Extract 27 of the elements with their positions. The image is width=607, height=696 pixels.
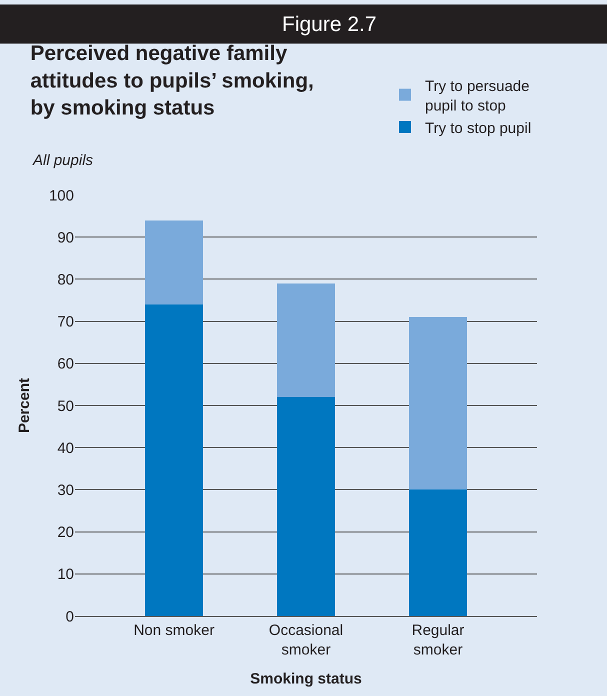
bar [276,283,336,398]
x-tick-label: Non smoker [134,622,214,639]
bar [408,490,468,616]
y-tick-label: 0 [66,608,74,626]
bar [408,317,468,490]
y-tick-label: 100 [48,187,74,204]
chart-title: Perceived negative family attitudes to pupils’ smoking, by smoking status [30,42,314,120]
y-tick-label: 60 [57,356,74,373]
y-tick-label: 10 [57,566,74,584]
bar [144,220,204,304]
legend-label: Try to persuade pupil to stop [425,78,530,114]
chart-subtitle: All pupils [32,152,94,169]
y-tick-label: 70 [57,314,74,331]
y-tick-label: 80 [57,271,74,288]
bar [276,397,336,616]
bar [144,304,204,616]
y-tick-label: 30 [57,482,74,499]
y-tick-label: 90 [57,229,74,246]
y-tick-label: 20 [57,524,74,542]
x-axis-title: Smoking status [250,670,362,688]
y-tick-label: 40 [57,440,74,457]
legend-label: Try to stop pupil [425,120,532,137]
x-tick-label: Regular smoker [412,622,464,658]
y-axis-title: Percent [16,378,34,434]
caption: Figure 2.7 [282,13,377,36]
y-tick-label: 50 [57,398,74,415]
x-tick-label: Occasional smoker [268,622,344,658]
